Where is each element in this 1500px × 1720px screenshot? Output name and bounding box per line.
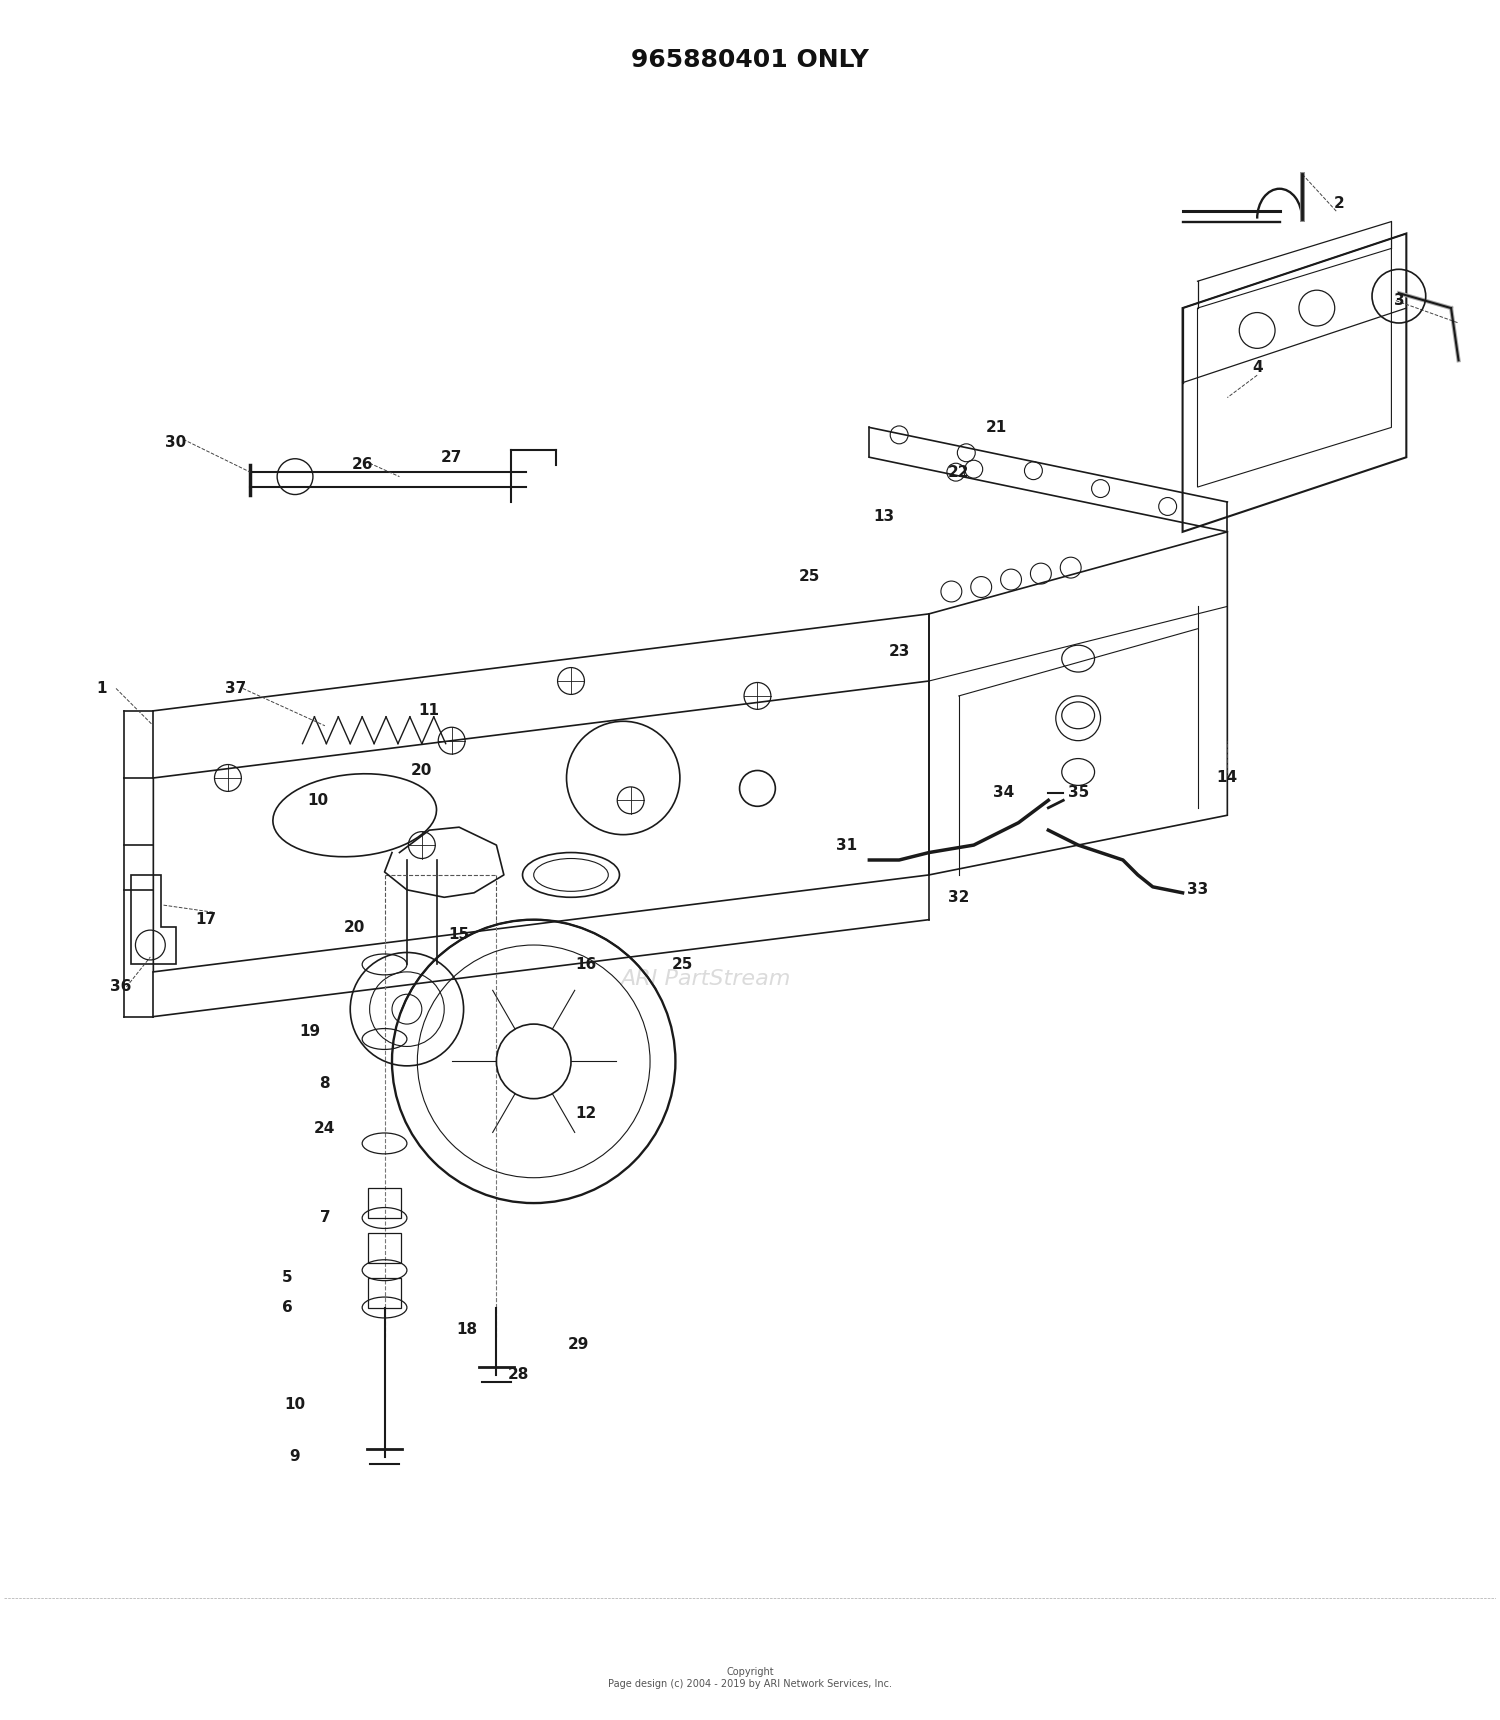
- Text: 36: 36: [110, 979, 130, 994]
- Text: 965880401 ONLY: 965880401 ONLY: [632, 48, 868, 72]
- Text: 20: 20: [344, 920, 366, 934]
- Text: 7: 7: [320, 1211, 330, 1225]
- Text: 6: 6: [282, 1300, 292, 1316]
- Text: 31: 31: [837, 838, 858, 853]
- Text: 11: 11: [419, 703, 440, 719]
- Text: 24: 24: [314, 1121, 336, 1135]
- Text: 20: 20: [411, 764, 432, 777]
- Text: 10: 10: [308, 793, 328, 808]
- Text: 32: 32: [948, 889, 969, 905]
- Bar: [368, 1278, 400, 1307]
- Text: 1: 1: [96, 681, 106, 697]
- Text: 19: 19: [300, 1023, 321, 1039]
- Text: 2: 2: [1334, 196, 1344, 212]
- Text: 27: 27: [441, 449, 462, 464]
- Text: 8: 8: [320, 1077, 330, 1090]
- Text: 34: 34: [993, 786, 1014, 800]
- Text: 33: 33: [1186, 882, 1208, 898]
- Text: 15: 15: [448, 927, 470, 943]
- Text: 18: 18: [456, 1323, 477, 1338]
- Text: 10: 10: [285, 1397, 306, 1412]
- Text: 25: 25: [672, 956, 693, 972]
- Text: 9: 9: [290, 1450, 300, 1464]
- Text: 30: 30: [165, 435, 186, 451]
- Text: ARI PartStream: ARI PartStream: [620, 970, 790, 989]
- Text: 35: 35: [1068, 786, 1089, 800]
- Bar: [368, 1189, 400, 1218]
- Text: 29: 29: [568, 1336, 590, 1352]
- Text: 3: 3: [1394, 292, 1404, 308]
- Text: 13: 13: [873, 509, 895, 525]
- Text: 12: 12: [576, 1106, 597, 1121]
- Bar: [368, 1233, 400, 1262]
- Text: 22: 22: [948, 464, 969, 480]
- Text: Copyright
Page design (c) 2004 - 2019 by ARI Network Services, Inc.: Copyright Page design (c) 2004 - 2019 by…: [608, 1667, 892, 1689]
- Text: 37: 37: [225, 681, 246, 697]
- Text: 16: 16: [576, 956, 597, 972]
- Text: 4: 4: [1252, 359, 1263, 375]
- Text: 21: 21: [986, 420, 1006, 435]
- Text: 17: 17: [195, 912, 216, 927]
- Text: 23: 23: [888, 643, 910, 659]
- Text: 14: 14: [1216, 771, 1237, 786]
- Text: 25: 25: [800, 569, 820, 585]
- Text: 26: 26: [351, 458, 374, 473]
- Text: 5: 5: [282, 1269, 292, 1285]
- Text: 28: 28: [509, 1367, 530, 1383]
